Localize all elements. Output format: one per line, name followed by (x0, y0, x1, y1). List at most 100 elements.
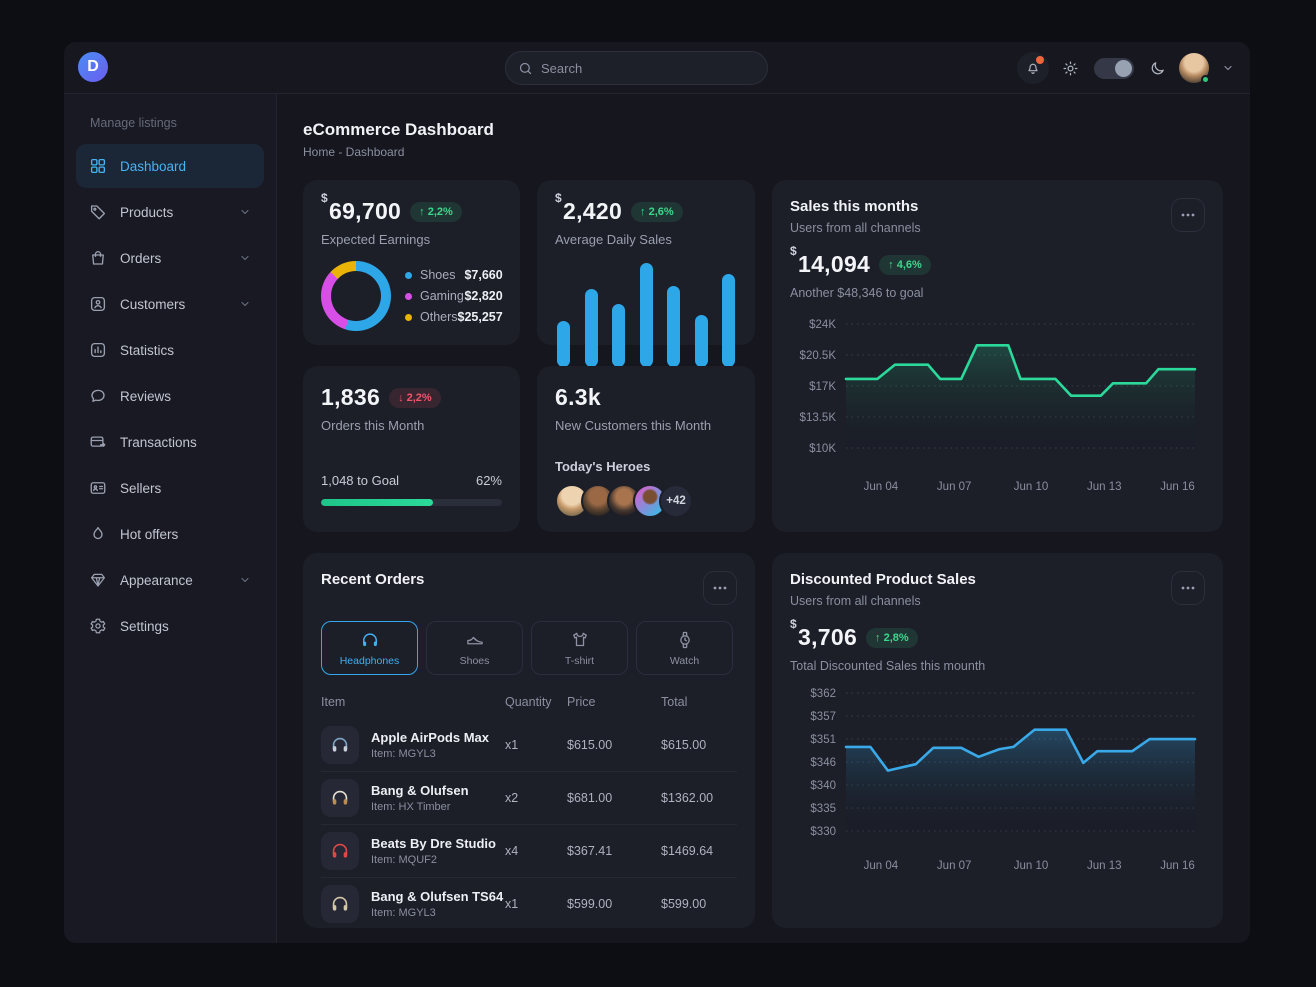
order-total: $615.00 (661, 738, 707, 752)
tab-tshirt[interactable]: T-shirt (531, 621, 628, 675)
sidebar-item-label: Dashboard (120, 158, 187, 174)
watch-icon (675, 630, 695, 650)
daily-sales-bar-chart (555, 263, 737, 367)
discount-card-title: Discounted Product Sales (790, 571, 976, 588)
svg-text:$362: $362 (810, 688, 836, 700)
sales-goal-note: Another $48,346 to goal (790, 286, 924, 300)
ellipsis-icon (1181, 586, 1195, 590)
product-code: Item: HX Timber (371, 801, 451, 813)
svg-text:$351: $351 (810, 734, 836, 746)
chevron-down-icon (239, 206, 251, 218)
bar (584, 289, 598, 367)
product-code: Item: MGYL3 (371, 748, 436, 760)
discount-line-chart: $362 $357 $351 $346 $340 $335 $330 Jun 04 Jun 07… (790, 681, 1205, 882)
sales-value: $14,094 (790, 244, 871, 277)
search-bar[interactable] (505, 51, 768, 85)
table-row[interactable]: Bang & Olufsen TS64 Item: MGYL3 x1 $599.… (321, 878, 737, 930)
chevron-down-icon (239, 298, 251, 310)
order-total: $1362.00 (661, 791, 714, 805)
expected-earnings-label: Expected Earnings (321, 232, 431, 247)
sidebar-item-customers[interactable]: Customers (76, 282, 264, 326)
sidebar-item-transactions[interactable]: Transactions (76, 420, 264, 464)
table-row[interactable]: Bang & Olufsen Item: HX Timber x2 $681.0… (321, 772, 737, 825)
chevron-down-icon[interactable] (1222, 62, 1234, 74)
legend-dot (405, 313, 412, 321)
new-customers-value: 6.3k (555, 384, 601, 410)
sidebar-item-orders[interactable]: Orders (76, 236, 264, 280)
svg-text:Jun 10: Jun 10 (1014, 481, 1049, 493)
sidebar-item-hot-offers[interactable]: Hot offers (76, 512, 264, 556)
wallet-arrow-icon (89, 433, 107, 451)
theme-toggle[interactable] (1094, 57, 1134, 79)
sales-card-menu-button[interactable] (1171, 198, 1205, 232)
order-price: $681.00 (567, 791, 613, 805)
sidebar-item-reviews[interactable]: Reviews (76, 374, 264, 418)
ellipsis-icon (713, 586, 727, 590)
topbar: D (64, 42, 1250, 94)
expected-earnings-value: $69,700 (321, 191, 402, 224)
sidebar: Manage listings Dashboard Products Order… (64, 94, 277, 943)
orders-table: Item Quantity Price Total Apple AirPods … (321, 689, 737, 930)
discount-card-menu-button[interactable] (1171, 571, 1205, 605)
orders-table-header: Item Quantity Price Total (321, 695, 688, 709)
bar (639, 263, 653, 367)
order-price: $615.00 (567, 738, 613, 752)
product-image (321, 726, 359, 764)
goal-label: 1,048 to Goal (321, 473, 400, 488)
hero-avatar (581, 484, 615, 518)
bar-chart-icon (89, 341, 107, 359)
table-row[interactable]: Beats By Dre Studio Item: MQUF2 x4 $367.… (321, 825, 737, 878)
sidebar-item-products[interactable]: Products (76, 190, 264, 234)
tab-headphones[interactable]: Headphones (321, 621, 418, 675)
legend-item-gaming: Gaming $2,820 (405, 289, 503, 303)
card-new-customers: 6.3k New Customers this Month Today's He… (537, 366, 755, 532)
sidebar-item-label: Statistics (120, 342, 175, 358)
notifications-button[interactable] (1017, 52, 1049, 84)
new-customers-label: New Customers this Month (555, 418, 712, 433)
search-input[interactable] (541, 60, 755, 76)
sidebar-section-label: Manage listings (90, 116, 177, 130)
diamond-icon (89, 571, 107, 589)
sidebar-item-statistics[interactable]: Statistics (76, 328, 264, 372)
svg-text:Jun 07: Jun 07 (937, 860, 972, 872)
product-name: Apple AirPods Max (371, 730, 489, 745)
sidebar-item-sellers[interactable]: Sellers (76, 466, 264, 510)
sidebar-item-label: Customers (120, 296, 186, 312)
search-icon (518, 61, 533, 76)
app-logo[interactable]: D (78, 52, 108, 82)
svg-text:$17K: $17K (809, 381, 836, 393)
legend-item-others: Others $25,257 (405, 310, 503, 324)
category-tabs: Headphones Shoes T-shirt Watch (321, 621, 737, 675)
sidebar-item-settings[interactable]: Settings (76, 604, 264, 648)
svg-text:$346: $346 (810, 757, 836, 769)
shopping-bag-icon (89, 249, 107, 267)
legend-item-shoes: Shoes $7,660 (405, 268, 503, 282)
gear-icon (89, 617, 107, 635)
sidebar-item-appearance[interactable]: Appearance (76, 558, 264, 602)
orders-label: Orders this Month (321, 418, 425, 433)
bar (612, 304, 625, 367)
bell-icon (1025, 60, 1041, 76)
order-qty: x4 (505, 844, 519, 858)
orders-badge: ↓ 2,2% (389, 387, 441, 408)
recent-orders-menu-button[interactable] (703, 571, 737, 605)
product-code: Item: MGYL3 (371, 907, 436, 919)
topbar-actions (1017, 42, 1234, 94)
product-name: Bang & Olufsen (371, 783, 469, 798)
heroes-label: Today's Heroes (555, 459, 651, 474)
user-card-icon (89, 295, 107, 313)
heroes-avatars: +42 (555, 484, 737, 518)
sidebar-item-label: Appearance (120, 572, 193, 588)
chevron-down-icon (239, 574, 251, 586)
tab-shoes[interactable]: Shoes (426, 621, 523, 675)
tab-watch[interactable]: Watch (636, 621, 733, 675)
ellipsis-icon (1181, 213, 1195, 217)
grid-icon (89, 157, 107, 175)
table-row[interactable]: Apple AirPods Max Item: MGYL3 x1 $615.00… (321, 719, 737, 772)
sidebar-item-dashboard[interactable]: Dashboard (76, 144, 264, 188)
svg-text:Jun 16: Jun 16 (1160, 860, 1195, 872)
recent-orders-title: Recent Orders (321, 571, 425, 588)
sales-line-chart: $24K $20.5K $17K $13.5K $10K Jun 04 Jun 07 Jun … (790, 308, 1205, 503)
user-avatar[interactable] (1179, 53, 1210, 84)
product-code: Item: MQUF2 (371, 854, 438, 866)
